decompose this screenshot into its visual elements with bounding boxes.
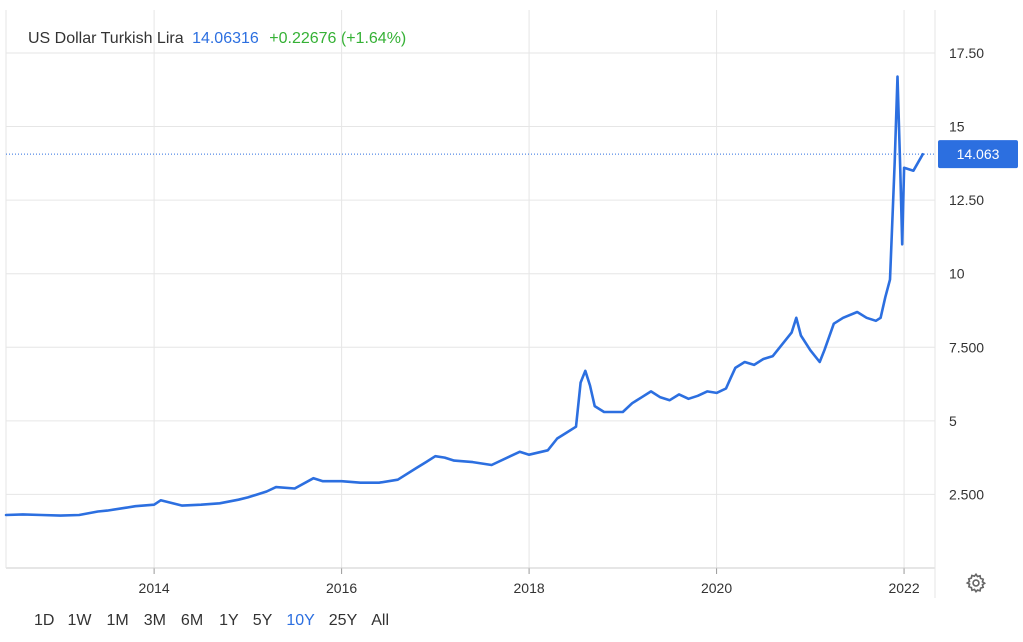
- range-button-10y[interactable]: 10Y: [286, 612, 315, 629]
- price-series-line: [4, 75, 925, 517]
- current-value-label: 14.063: [957, 146, 1000, 162]
- range-button-25y[interactable]: 25Y: [328, 612, 358, 629]
- gear-icon[interactable]: [965, 572, 987, 594]
- chart-header: US Dollar Turkish Lira 14.06316 +0.22676…: [28, 30, 406, 48]
- y-tick-label: 10: [949, 266, 965, 282]
- x-tick-label: 2016: [326, 580, 357, 596]
- range-button-1y[interactable]: 1Y: [219, 612, 239, 629]
- time-range-selector: 1D 1W 1M 3M 6M 1Y 5Y 10Y 25Y All: [20, 612, 389, 630]
- y-tick-label: 12.50: [949, 192, 984, 208]
- y-tick-label: 7.500: [949, 339, 984, 355]
- current-value-badge: [938, 140, 1018, 169]
- range-button-6m[interactable]: 6M: [180, 612, 204, 629]
- range-button-3m[interactable]: 3M: [143, 612, 166, 629]
- y-tick-label: 17.50: [949, 45, 984, 61]
- price-change: +0.22676 (+1.64%): [269, 30, 407, 47]
- y-tick-label: 15: [949, 119, 965, 135]
- x-tick-label: 2014: [139, 580, 170, 596]
- x-tick-label: 2020: [701, 580, 732, 596]
- instrument-name: US Dollar Turkish Lira: [28, 30, 184, 47]
- range-button-1m[interactable]: 1M: [106, 612, 129, 629]
- range-button-all[interactable]: All: [371, 612, 390, 629]
- y-tick-label: 5: [949, 413, 957, 429]
- range-button-1d[interactable]: 1D: [34, 612, 55, 629]
- x-tick-label: 2018: [514, 580, 545, 596]
- current-price: 14.06316: [192, 30, 259, 47]
- range-button-1w[interactable]: 1W: [67, 612, 92, 629]
- range-button-5y[interactable]: 5Y: [252, 612, 273, 629]
- x-tick-label: 2022: [888, 580, 919, 596]
- y-tick-label: 2.500: [949, 486, 984, 502]
